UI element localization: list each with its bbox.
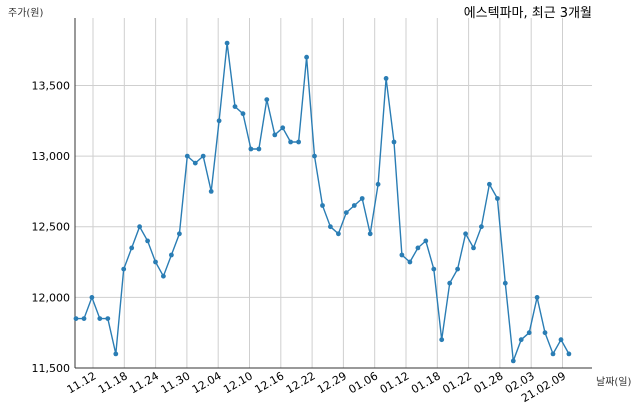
data-point (208, 189, 214, 194)
axes (74, 18, 592, 369)
data-point (161, 273, 166, 279)
data-point (534, 295, 540, 300)
x-tick-label: 01.06 (346, 369, 380, 396)
x-tick-label: 12.22 (284, 369, 318, 396)
data-point (502, 280, 508, 286)
data-point (558, 337, 564, 343)
data-point (351, 203, 357, 208)
data-point (479, 224, 484, 230)
data-point (463, 231, 468, 237)
data-point (81, 316, 87, 321)
data-point (495, 196, 500, 201)
data-point (343, 210, 349, 216)
x-tick-label: 12.04 (190, 369, 224, 396)
x-tick-label: 12.10 (221, 369, 255, 396)
data-point (184, 153, 190, 159)
data-point (73, 316, 79, 321)
data-point (97, 316, 103, 321)
data-point (304, 54, 309, 60)
data-point (399, 252, 405, 258)
series (73, 40, 572, 364)
data-point (153, 259, 158, 265)
data-point (471, 245, 476, 251)
data-point (375, 181, 381, 187)
data-point (200, 153, 206, 159)
x-tick-label: 01.22 (440, 369, 474, 396)
grid (75, 18, 592, 369)
data-point (455, 266, 460, 272)
x-tick-label: 11.24 (127, 369, 161, 396)
data-point (407, 259, 413, 265)
data-point (431, 266, 437, 272)
data-point (256, 146, 262, 152)
x-tick-label: 12.29 (315, 369, 349, 396)
x-tick-label: 01.28 (472, 369, 506, 396)
data-point (320, 203, 325, 208)
data-point (328, 224, 333, 230)
data-point (526, 330, 532, 336)
x-tick-label: 01.18 (409, 369, 443, 396)
y-tick-label: 12,500 (32, 221, 71, 234)
y-tick-label: 12,000 (32, 291, 71, 304)
data-point (288, 139, 293, 145)
series-line (76, 43, 570, 362)
x-axis-label: 날짜(일) (596, 376, 632, 388)
data-point (129, 245, 135, 251)
data-point (359, 196, 365, 201)
data-point (518, 337, 524, 343)
data-point (113, 351, 119, 357)
data-point (248, 146, 254, 152)
data-point (137, 224, 143, 230)
x-tick-label: 12.16 (253, 369, 287, 396)
data-point (566, 351, 572, 357)
data-point (145, 238, 151, 244)
data-point (192, 160, 198, 166)
chart-title: 에스텍파마, 최근 3개월 (464, 6, 592, 21)
data-point (550, 351, 556, 357)
data-point (121, 266, 127, 272)
data-point (105, 316, 111, 321)
y-tick-label: 11,500 (32, 362, 71, 375)
y-axis-label: 주가(원) (8, 7, 44, 19)
data-point (415, 245, 421, 251)
data-point (439, 337, 445, 343)
data-point (169, 252, 174, 258)
x-tick-label: 11.18 (96, 369, 130, 396)
data-point (240, 111, 246, 117)
data-point (391, 139, 397, 145)
y-tick-labels: 11,500 12,000 12,500 13,000 13,500 (32, 79, 71, 375)
data-point (264, 97, 270, 102)
data-point (423, 238, 429, 244)
data-point (232, 104, 238, 109)
x-tick-label: 01.12 (378, 369, 412, 396)
data-point (216, 118, 222, 124)
data-point (272, 132, 278, 138)
y-tick-label: 13,000 (32, 150, 71, 163)
x-tick-labels: 11.1211.1811.2411.3012.0412.1012.1612.22… (65, 369, 568, 405)
data-point (542, 330, 548, 336)
x-tick-label: 11.30 (159, 369, 193, 396)
data-point (312, 153, 317, 159)
data-point (336, 231, 341, 237)
data-point (487, 181, 492, 187)
data-point (296, 139, 301, 145)
data-point (367, 231, 373, 237)
data-point (177, 231, 182, 237)
data-point (89, 295, 95, 300)
y-tick-label: 13,500 (32, 79, 71, 92)
data-point (224, 40, 230, 46)
data-point (280, 125, 286, 131)
data-point (447, 280, 453, 286)
data-point (383, 76, 389, 81)
data-point (510, 358, 516, 364)
